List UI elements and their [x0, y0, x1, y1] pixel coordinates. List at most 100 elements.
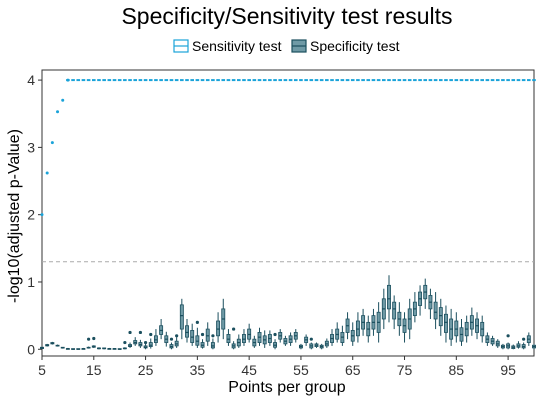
specificity-box: [55, 344, 60, 347]
box-body: [444, 313, 448, 333]
x-tick-label: 55: [293, 362, 309, 378]
specificity-box: [526, 332, 531, 346]
specificity-box: [433, 292, 438, 330]
specificity-box: [236, 334, 241, 348]
specificity-box: [262, 330, 267, 348]
specificity-box: [164, 331, 169, 347]
box-body: [185, 325, 189, 338]
specificity-box: [392, 295, 397, 330]
specificity-box: [407, 298, 412, 340]
sensitivity-point: [45, 171, 49, 175]
box-outlier: [506, 334, 510, 338]
specificity-box: [521, 337, 526, 350]
specificity-box: [366, 315, 371, 343]
box-outlier: [138, 330, 142, 335]
sensitivity-point: [40, 213, 44, 217]
specificity-box: [454, 312, 459, 343]
specificity-box: [71, 348, 76, 350]
specificity-box: [298, 343, 303, 350]
x-tick-label: 25: [138, 362, 154, 378]
box-body: [148, 342, 153, 347]
specificity-box: [76, 348, 81, 350]
specificity-box: [122, 340, 127, 350]
specificity-box: [97, 347, 101, 350]
specificity-box: [335, 322, 340, 343]
specificity-box: [387, 275, 391, 323]
x-tick-label: 95: [500, 362, 516, 378]
specificity-box: [112, 347, 117, 350]
box-body: [153, 335, 158, 343]
box-body: [454, 320, 459, 337]
specificity-box: [495, 339, 500, 348]
specificity-box: [81, 347, 86, 350]
specificity-box: [418, 285, 423, 316]
box-body: [387, 284, 391, 310]
box-body: [226, 334, 231, 343]
specificity-box: [381, 288, 386, 330]
specificity-box: [397, 302, 402, 336]
specificity-box: [438, 298, 443, 336]
specificity-box: [304, 334, 309, 346]
specificity-box: [428, 288, 433, 319]
specificity-box: [314, 342, 319, 348]
y-tick-label: 1: [27, 274, 35, 290]
legend-label-sensitivity: Sensitivity test: [192, 38, 282, 54]
specificity-box: [221, 298, 226, 340]
specificity-box: [210, 334, 215, 350]
specificity-box: [516, 341, 521, 349]
box-body: [190, 330, 195, 343]
specificity-box: [345, 312, 350, 340]
box-outlier: [149, 332, 153, 337]
box-body: [433, 301, 438, 320]
box-outlier: [175, 334, 179, 338]
box-body: [205, 328, 210, 342]
specificity-box: [174, 334, 179, 348]
specificity-box: [412, 292, 417, 323]
specificity-box: [242, 329, 246, 346]
x-tick-label: 85: [449, 362, 465, 378]
box-outlier: [143, 340, 148, 345]
x-tick-label: 5: [38, 362, 46, 378]
specificity-box: [179, 298, 184, 340]
sensitivity-point: [56, 110, 60, 114]
specificity-box: [464, 315, 469, 343]
x-axis-title: Points per group: [228, 379, 346, 396]
specificity-box: [252, 335, 257, 348]
x-tick-label: 15: [86, 362, 102, 378]
box-body: [195, 335, 200, 346]
box-outlier: [232, 327, 236, 331]
specificity-box: [247, 323, 252, 343]
specificity-box: [200, 332, 205, 349]
chart-title: Specificity/Sensitivity test results: [121, 3, 452, 29]
specificity-box: [60, 346, 65, 349]
y-tick-label: 3: [27, 139, 35, 155]
x-tick-label: 45: [241, 362, 257, 378]
x-tick-label: 35: [190, 362, 206, 378]
box-body: [210, 342, 215, 349]
box-outlier: [123, 340, 127, 345]
specificity-box: [257, 327, 262, 346]
x-tick-label: 75: [397, 362, 413, 378]
specificity-box: [330, 329, 334, 346]
specificity-box: [376, 302, 381, 343]
box-body: [216, 320, 221, 337]
box-outlier: [169, 337, 174, 341]
specificity-box: [319, 343, 324, 350]
box-outlier: [522, 337, 526, 341]
box-outlier: [92, 336, 96, 341]
specificity-box: [195, 320, 200, 348]
specificity-box: [361, 308, 366, 336]
box-outlier: [200, 332, 205, 337]
box-body: [242, 334, 246, 343]
specificity-box: [490, 335, 495, 346]
y-tick-label: 2: [27, 207, 35, 223]
specificity-box: [469, 307, 474, 336]
specificity-box: [40, 346, 44, 349]
specificity-box: [511, 344, 516, 350]
specificity-box: [371, 308, 376, 336]
box-outlier: [128, 330, 132, 335]
y-tick-label: 4: [27, 72, 35, 88]
sensitivity-point: [61, 98, 65, 102]
